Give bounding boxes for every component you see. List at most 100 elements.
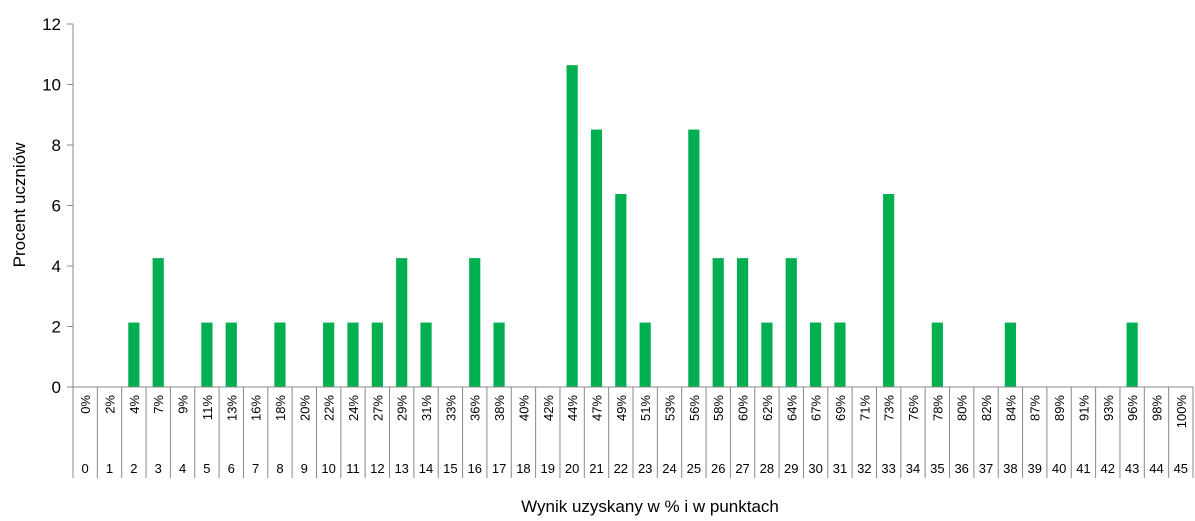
y-tick-label: 10 [42,76,61,95]
x-tick-label-percent: 82% [979,395,994,421]
x-tick-label-percent: 38% [492,395,507,421]
x-tick-label-percent: 11% [200,395,215,420]
x-tick-label-points: 36 [954,461,968,476]
y-tick-label: 6 [52,197,61,216]
bar [712,258,724,387]
bar [761,322,773,387]
y-tick-label: 12 [42,15,61,34]
x-tick-label-points: 16 [468,461,482,476]
x-tick-label-percent: 2% [103,395,118,414]
x-tick-label-points: 31 [833,461,847,476]
bar [639,322,651,387]
x-tick-label-points: 18 [516,461,530,476]
x-tick-label-points: 32 [857,461,871,476]
x-tick-label-points: 15 [443,461,457,476]
x-tick-label-percent: 47% [589,395,604,421]
x-tick-label-points: 10 [321,461,335,476]
y-tick-label: 2 [52,318,61,337]
x-tick-label-points: 40 [1052,461,1066,476]
x-tick-label-percent: 62% [760,395,775,421]
y-tick-label: 0 [52,378,61,397]
x-tick-label-points: 6 [228,461,235,476]
x-tick-label-percent: 91% [1076,395,1091,421]
x-tick-label-points: 28 [760,461,774,476]
x-tick-label-percent: 40% [516,395,531,421]
x-tick-label-percent: 67% [809,395,824,421]
x-tick-label-points: 43 [1125,461,1139,476]
x-tick-label-points: 8 [276,461,283,476]
x-tick-label-percent: 44% [565,395,580,421]
x-tick-label-points: 39 [1028,461,1042,476]
bar [469,258,481,387]
bar [834,322,846,387]
bar [810,322,822,387]
x-tick-label-points: 0 [82,461,89,476]
x-tick-label-percent: 13% [224,395,239,421]
x-tick-label-percent: 53% [663,395,678,421]
x-tick-label-percent: 60% [736,395,751,421]
x-tick-label-percent: 9% [176,395,191,414]
y-axis-label: Procent uczniów [10,142,29,267]
x-tick-label-points: 24 [662,461,676,476]
bar [347,322,359,387]
x-tick-label-points: 29 [784,461,798,476]
x-tick-label-points: 35 [930,461,944,476]
x-tick-label-percent: 96% [1125,395,1140,421]
x-tick-label-points: 42 [1101,461,1115,476]
bar [883,194,895,387]
x-tick-label-percent: 64% [784,395,799,421]
x-tick-label-points: 37 [979,461,993,476]
x-tick-label-percent: 36% [468,395,483,421]
x-tick-label-points: 22 [614,461,628,476]
x-tick-label-points: 11 [346,461,360,476]
bar [274,322,286,387]
x-tick-label-points: 30 [808,461,822,476]
bar [225,322,237,387]
x-tick-label-percent: 71% [857,395,872,421]
x-tick-label-percent: 56% [687,395,702,421]
x-tick-label-percent: 31% [419,395,434,421]
x-tick-label-points: 13 [394,461,408,476]
x-tick-label-percent: 29% [395,395,410,421]
x-tick-label-percent: 51% [638,395,653,421]
x-tick-label-percent: 89% [1052,395,1067,421]
x-tick-label-percent: 49% [614,395,629,421]
x-tick-label-percent: 80% [955,395,970,421]
bar [371,322,383,387]
bar [736,258,749,387]
bar [152,258,164,387]
y-tick-label: 4 [52,257,61,276]
x-tick-label-points: 26 [711,461,725,476]
x-tick-label-percent: 93% [1101,395,1116,421]
x-tick-label-points: 44 [1149,461,1163,476]
x-tick-label-points: 21 [589,461,603,476]
x-tick-label-percent: 100% [1174,395,1189,429]
x-tick-label-percent: 76% [906,395,921,421]
bar [493,322,505,387]
x-tick-label-points: 25 [687,461,701,476]
y-tick-label: 8 [52,136,61,155]
bar [566,65,578,387]
x-tick-label-points: 38 [1003,461,1017,476]
x-tick-label-percent: 42% [541,395,556,421]
x-tick-label-points: 34 [906,461,920,476]
x-tick-label-percent: 69% [833,395,848,421]
x-tick-label-percent: 22% [322,395,337,421]
x-tick-label-points: 5 [203,461,210,476]
x-tick-label-points: 14 [419,461,433,476]
x-tick-label-points: 2 [130,461,137,476]
x-tick-label-points: 9 [301,461,308,476]
bar [201,322,213,387]
x-tick-label-percent: 84% [1003,395,1018,421]
x-tick-label-points: 3 [155,461,162,476]
bar [396,258,408,387]
x-tick-label-points: 1 [106,461,113,476]
x-tick-label-percent: 58% [711,395,726,421]
x-tick-label-percent: 78% [930,395,945,421]
x-tick-label-points: 7 [252,461,259,476]
bar [128,322,140,387]
x-tick-label-points: 45 [1174,461,1188,476]
bar [688,129,700,387]
x-tick-label-percent: 7% [151,395,166,414]
